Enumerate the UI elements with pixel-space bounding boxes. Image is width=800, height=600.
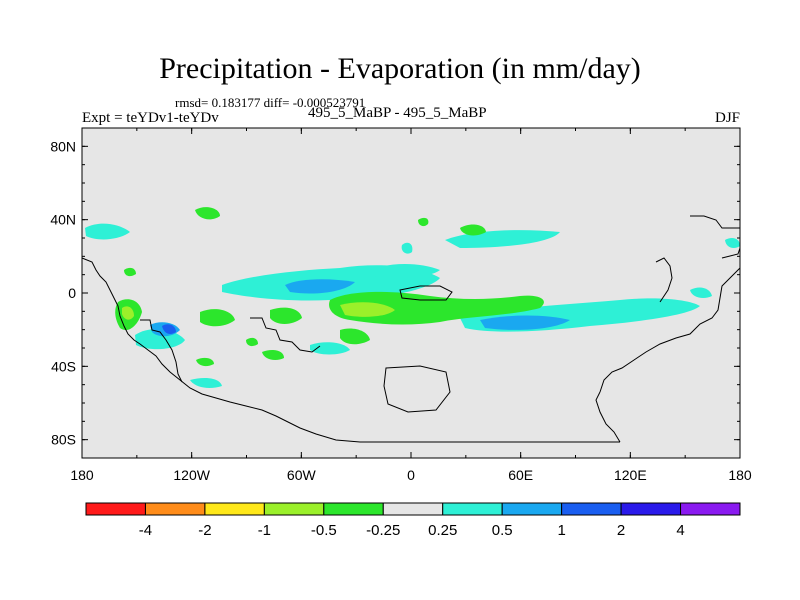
contour-green-small-2 (262, 350, 284, 360)
contour-cyan-small-4 (310, 342, 350, 355)
contour-blue-indian-ocean (480, 315, 570, 330)
colorbar-label: -4 (139, 522, 152, 539)
colorbar-box (680, 502, 741, 516)
x-tick-label: 60E (508, 467, 533, 483)
colorbar-label: -2 (198, 522, 211, 539)
x-tick-label: 120W (173, 467, 210, 483)
colorbar-label: 0.5 (492, 522, 513, 539)
y-axis: 80N 40N 0 40S 80S (50, 127, 740, 459)
colorbar-box (442, 502, 503, 516)
colorbar-label: 1 (557, 522, 565, 539)
contour-green-small-5 (418, 217, 429, 227)
colorbar: -4 -2 -1 -0.5 -0.25 0.25 0.5 1 2 4 (85, 502, 741, 539)
x-tick-label: 180 (728, 467, 752, 483)
experiment-label: Expt = teYDv1-teYDv (82, 110, 219, 126)
contour-darkblue-south-america (162, 324, 176, 334)
y-tick-label: 0 (68, 285, 76, 301)
x-tick-label: 180 (70, 467, 94, 483)
contour-lime-central-pacific (340, 302, 395, 317)
contour-cyan-mid-pacific (370, 264, 440, 278)
colorbar-label: -0.5 (311, 522, 337, 539)
coastline-east-tip (721, 247, 741, 259)
colorbar-box (620, 502, 682, 516)
stats-text: rmsd= 0.183177 diff= -0.000523791 (175, 95, 366, 110)
coastline-southern-box (383, 365, 451, 413)
contour-cyan-small-2 (690, 287, 712, 298)
contour-green-subtropics (200, 309, 235, 327)
contour-green-mid-south (340, 328, 370, 345)
contour-cyan-west-pacific (85, 223, 130, 240)
y-tick-label: 40S (51, 358, 76, 374)
coastlines (81, 215, 741, 443)
contour-cyan-small-5 (190, 378, 222, 388)
colorbar-box (144, 502, 206, 516)
x-tick-label: 0 (407, 467, 415, 483)
colorbar-label: 0.25 (428, 522, 457, 539)
colorbar-box (323, 502, 384, 516)
colorbar-box (263, 502, 325, 516)
coastline-south-america (140, 319, 183, 383)
season-label: DJF (714, 110, 740, 126)
colorbar-label: 4 (676, 522, 684, 539)
coastline-east-block (599, 267, 741, 393)
contour-green-central-pacific (329, 291, 544, 325)
colorbar-box (501, 502, 563, 516)
map-background (82, 128, 740, 458)
colorbar-label: -1 (258, 522, 271, 539)
contour-green-north (195, 207, 220, 220)
colorbar-box (561, 502, 622, 516)
case-label: 495_5_MaBP - 495_5_MaBP (308, 105, 487, 121)
contour-cyan-small-1 (401, 242, 413, 254)
coastline-east-south (595, 391, 621, 443)
contour-green-small-1 (460, 224, 486, 236)
coastline-east-north (690, 215, 740, 229)
colorbar-label: -0.25 (366, 522, 400, 539)
y-tick-label: 80N (50, 138, 76, 154)
y-tick-label: 80S (51, 432, 76, 448)
colorbar-box (382, 502, 444, 516)
anomaly-contours (85, 207, 740, 388)
coastline-americas-west (81, 257, 620, 443)
x-tick-label: 120E (614, 467, 647, 483)
coastline-pacific-islands (250, 317, 321, 353)
coastline-atlantic-box (399, 285, 453, 301)
contour-green-small-3 (196, 357, 214, 367)
x-tick-label: 60W (287, 467, 317, 483)
plot-title: Precipitation - Evaporation (in mm/day) (159, 52, 641, 85)
colorbar-label: 2 (617, 522, 625, 539)
contour-green-small-4 (246, 337, 258, 347)
contour-green-small-6 (124, 267, 136, 277)
y-tick-label: 40N (50, 212, 76, 228)
contour-blue-tropical-pacific (285, 279, 355, 294)
contour-lime-east-pacific (122, 306, 134, 320)
colorbar-box (204, 502, 265, 516)
contour-green-atlantic (270, 307, 302, 324)
contour-cyan-small-3 (725, 238, 740, 248)
x-axis: 180 120W 60W 0 60E 120E 180 (70, 128, 752, 483)
colorbar-box (85, 502, 146, 516)
coastline-east-stairs (655, 257, 673, 303)
